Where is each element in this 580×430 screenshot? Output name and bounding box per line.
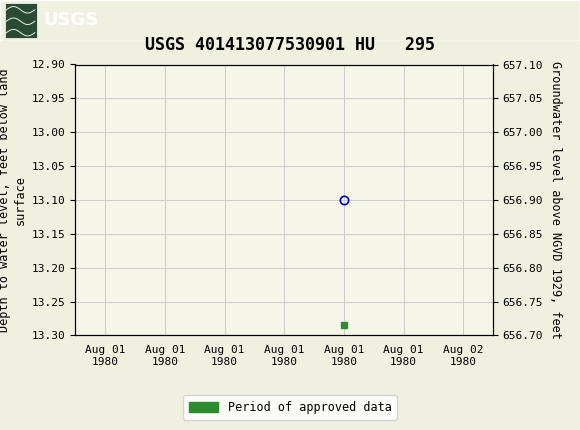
Bar: [5, 3, 37, 38]
Y-axis label: Groundwater level above NGVD 1929, feet: Groundwater level above NGVD 1929, feet: [549, 61, 562, 339]
Text: USGS: USGS: [44, 12, 99, 29]
Y-axis label: Depth to water level, feet below land
surface: Depth to water level, feet below land su…: [0, 68, 26, 332]
Text: USGS 401413077530901 HU   295: USGS 401413077530901 HU 295: [145, 36, 435, 54]
Legend: Period of approved data: Period of approved data: [183, 395, 397, 420]
